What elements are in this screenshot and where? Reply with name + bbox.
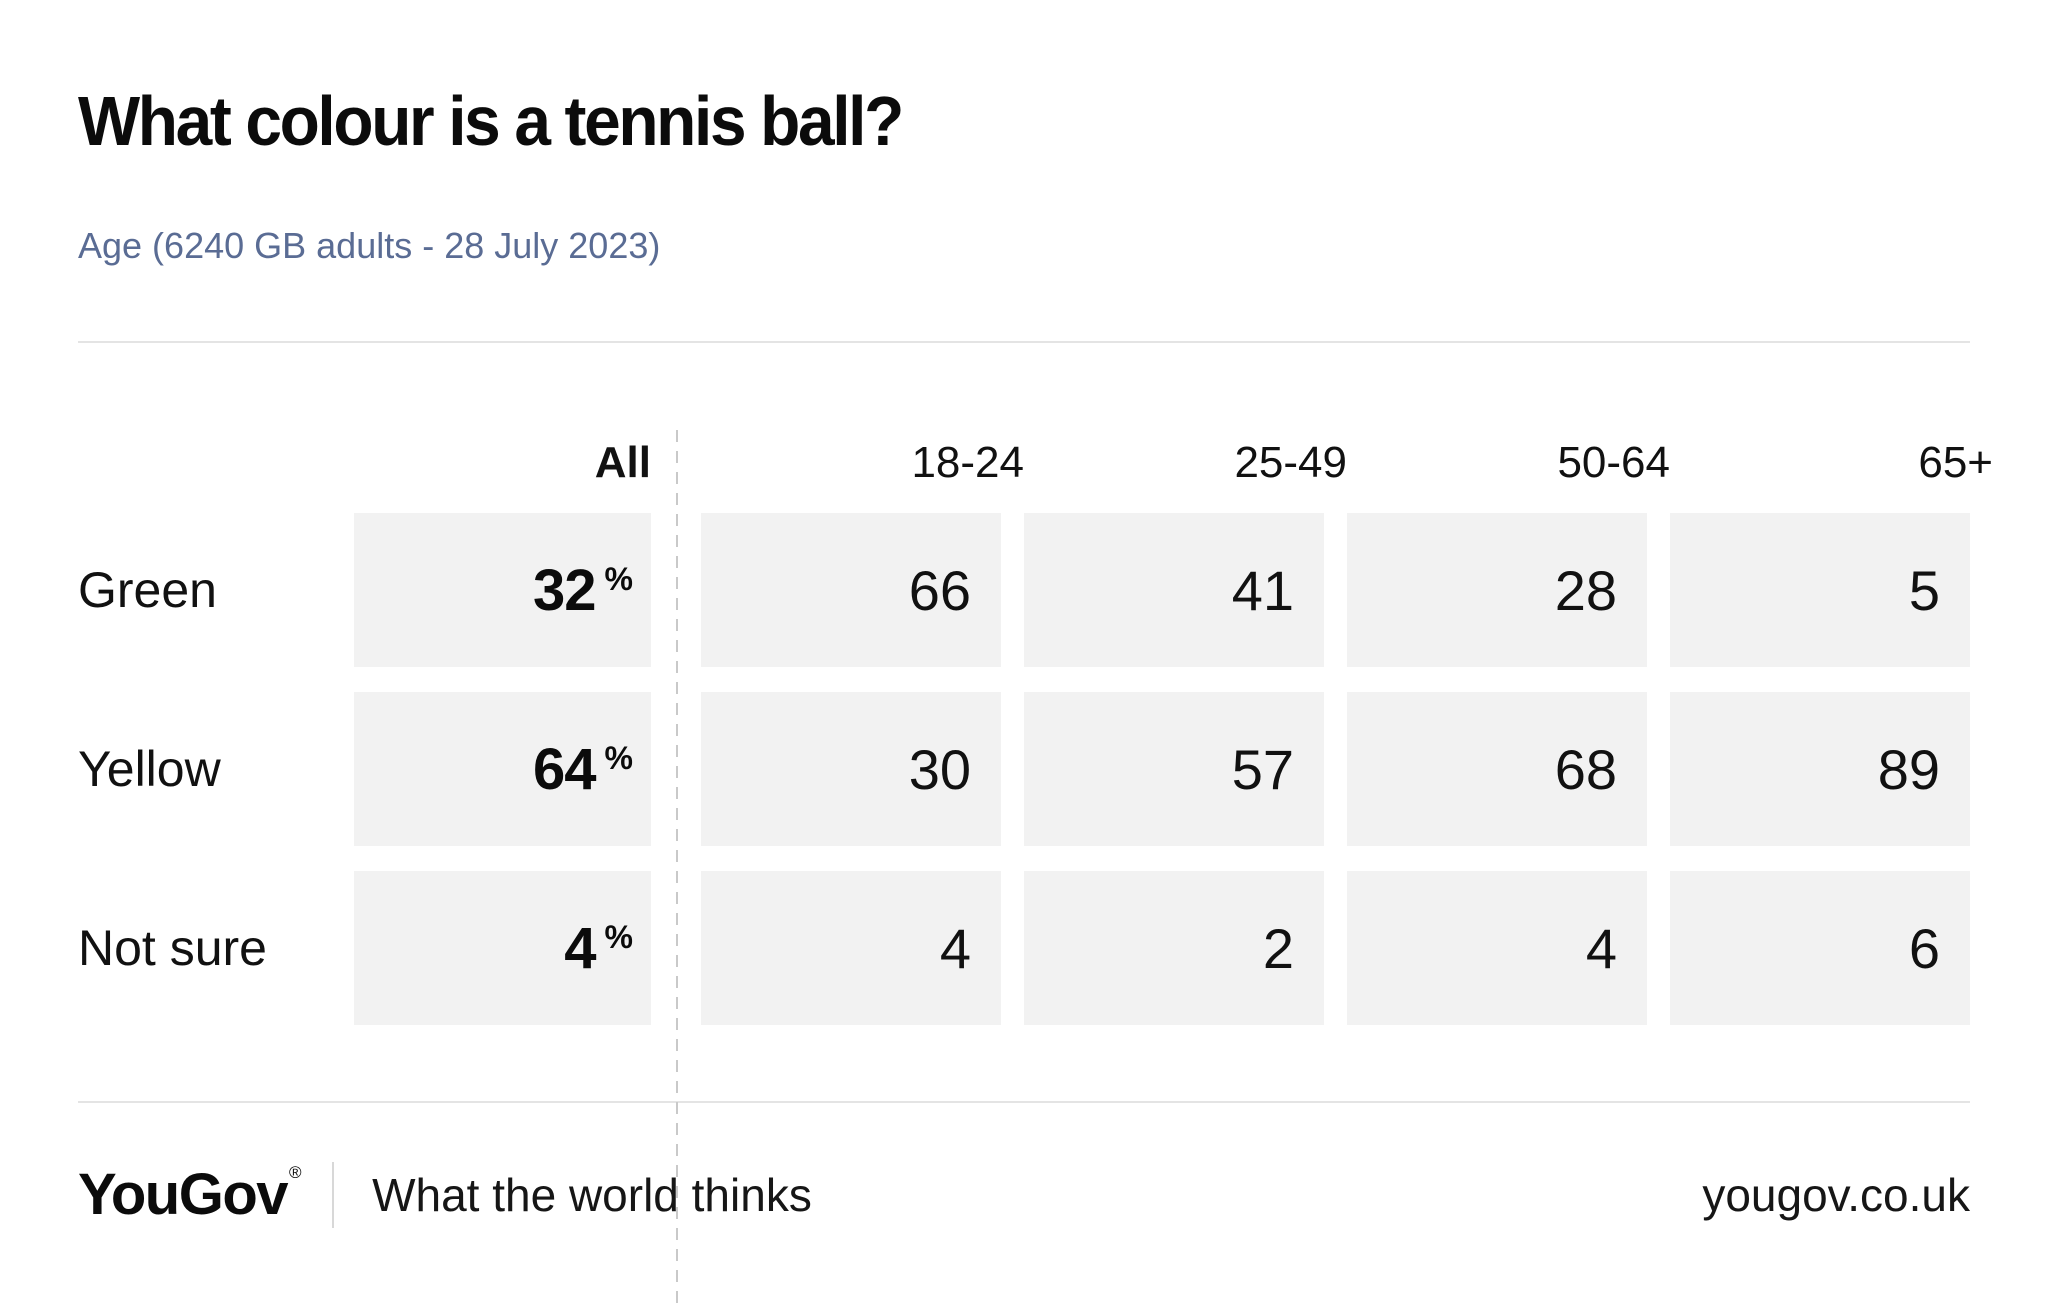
value-green-18-24: 66 — [908, 558, 971, 622]
column-header-18-24: 18-24 — [911, 438, 1024, 488]
value-yellow-25-49: 57 — [1231, 737, 1294, 801]
bottom-divider — [78, 1101, 1970, 1104]
page-title: What colour is a tennis ball? — [78, 82, 904, 160]
value-yellow-all: 64 — [533, 736, 597, 802]
cell-green-65plus: 5 — [1670, 513, 1970, 668]
percent-sign: % — [604, 918, 633, 955]
percent-sign: % — [604, 560, 633, 597]
cell-green-50-64: 28 — [1347, 513, 1647, 668]
value-yellow-65plus: 89 — [1877, 737, 1940, 801]
cell-green-all: 32 % — [354, 513, 651, 668]
cell-yellow-18-24: 30 — [701, 692, 1001, 847]
value-not-sure-18-24: 4 — [939, 916, 971, 980]
cell-green-25-49: 41 — [1024, 513, 1324, 668]
table-row-yellow: Yellow 64 % 30 57 68 89 — [78, 692, 1970, 847]
all-vs-age-dashed-divider — [676, 430, 678, 1312]
cell-yellow-all: 64 % — [354, 692, 651, 847]
cell-not-sure-all: 4 % — [354, 871, 651, 1026]
cell-yellow-65plus: 89 — [1670, 692, 1970, 847]
column-header-all: All — [594, 438, 651, 488]
percent-sign: % — [604, 739, 633, 776]
column-header-50-64: 50-64 — [1557, 438, 1670, 488]
registered-trademark-icon: ® — [289, 1163, 302, 1183]
cell-not-sure-25-49: 2 — [1024, 871, 1324, 1026]
footer-tagline: What the world thinks — [372, 1168, 812, 1221]
subtitle-breakdown: Age (6240 GB adults - 28 July 2023) — [78, 225, 661, 266]
yougov-logo-text: YouGov — [78, 1162, 289, 1228]
table-header-row: All 18-24 25-49 50-64 65+ — [78, 343, 1993, 488]
value-green-65plus: 5 — [1908, 558, 1940, 622]
column-header-65plus: 65+ — [1918, 438, 1993, 488]
row-label-yellow: Yellow — [78, 741, 221, 798]
value-not-sure-65plus: 6 — [1908, 916, 1940, 980]
value-not-sure-50-64: 4 — [1585, 916, 1617, 980]
value-yellow-50-64: 68 — [1554, 737, 1617, 801]
footer-vertical-divider — [332, 1161, 335, 1228]
footer: YouGov ® What the world thinks yougov.co.… — [78, 1161, 1970, 1228]
cell-not-sure-50-64: 4 — [1347, 871, 1647, 1026]
table-row-not-sure: Not sure 4 % 4 2 4 6 — [78, 871, 1970, 1026]
cell-green-18-24: 66 — [701, 513, 1001, 668]
cell-not-sure-18-24: 4 — [701, 871, 1001, 1026]
column-header-25-49: 25-49 — [1234, 438, 1347, 488]
value-green-50-64: 28 — [1554, 558, 1617, 622]
top-divider — [78, 341, 1970, 344]
table-row-green: Green 32 % 66 41 28 5 — [78, 513, 1970, 668]
cell-yellow-25-49: 57 — [1024, 692, 1324, 847]
row-label-not-sure: Not sure — [78, 920, 267, 977]
row-label-green: Green — [78, 562, 217, 619]
footer-site-url: yougov.co.uk — [1702, 1168, 1970, 1221]
value-green-25-49: 41 — [1231, 558, 1294, 622]
cell-yellow-50-64: 68 — [1347, 692, 1647, 847]
yougov-logo: YouGov ® — [78, 1161, 302, 1228]
value-yellow-18-24: 30 — [908, 737, 971, 801]
results-table: All 18-24 25-49 50-64 65+ Green 32 % 66 … — [78, 343, 1993, 1312]
cell-not-sure-65plus: 6 — [1670, 871, 1970, 1026]
value-not-sure-all: 4 — [564, 915, 596, 981]
value-green-all: 32 — [533, 557, 597, 623]
value-not-sure-25-49: 2 — [1262, 916, 1294, 980]
